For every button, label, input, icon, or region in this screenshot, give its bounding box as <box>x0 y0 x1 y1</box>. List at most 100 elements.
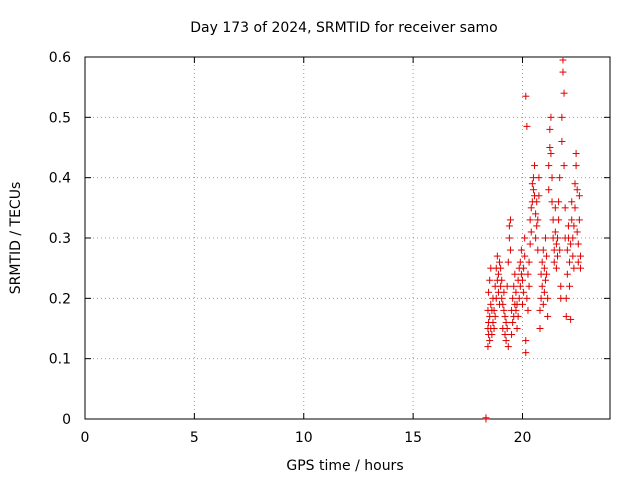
data-point <box>498 276 506 284</box>
data-point <box>559 56 567 64</box>
y-tick-label: 0.6 <box>49 50 71 66</box>
data-point <box>502 337 510 345</box>
data-point <box>541 234 549 242</box>
data-point <box>552 264 560 272</box>
data-point <box>489 318 497 326</box>
data-point <box>571 180 579 188</box>
data-point <box>536 306 544 314</box>
data-point <box>555 198 563 206</box>
y-tick-label: 0.3 <box>49 231 71 247</box>
data-point <box>522 92 530 100</box>
data-point <box>563 270 571 278</box>
data-point <box>547 113 555 121</box>
data-point <box>523 122 531 130</box>
data-point <box>499 300 507 308</box>
data-point <box>491 312 499 320</box>
data-point <box>506 216 514 224</box>
data-point <box>496 258 504 266</box>
data-point <box>512 288 520 296</box>
data-point <box>554 234 561 242</box>
x-tick-labels: 0 5 10 15 20 <box>81 430 532 446</box>
data-point <box>504 258 512 266</box>
data-point <box>526 216 534 224</box>
data-point <box>502 318 510 326</box>
data-point <box>575 192 583 200</box>
data-point <box>521 234 529 242</box>
data-point <box>558 137 566 145</box>
data-point <box>535 174 543 182</box>
y-axis-label: SRMTID / TECUs <box>8 182 24 295</box>
data-point <box>516 282 524 290</box>
data-point <box>531 162 539 170</box>
data-point <box>533 222 541 230</box>
data-point <box>486 337 494 345</box>
data-points <box>482 56 584 423</box>
data-point <box>532 234 540 242</box>
data-point <box>498 294 506 302</box>
data-point <box>519 300 526 308</box>
data-point <box>508 331 516 339</box>
data-point <box>497 282 505 290</box>
x-tick-label: 5 <box>190 430 199 446</box>
data-point <box>519 276 526 284</box>
data-point <box>528 180 536 188</box>
data-point <box>538 282 546 290</box>
data-point <box>576 264 584 272</box>
data-point <box>487 300 495 308</box>
data-point <box>559 68 567 76</box>
data-point <box>514 312 522 320</box>
data-point <box>573 186 581 194</box>
data-point <box>497 264 505 272</box>
data-point <box>546 144 554 151</box>
y-tick-label: 0 <box>62 412 71 428</box>
data-point <box>548 198 556 206</box>
data-point <box>544 294 552 302</box>
data-point <box>562 294 570 302</box>
data-point <box>571 204 579 212</box>
data-point <box>537 294 545 302</box>
data-point <box>560 89 568 97</box>
data-point <box>485 288 493 296</box>
y-tick-label: 0.4 <box>49 171 71 187</box>
data-point <box>503 325 511 332</box>
data-point <box>566 258 574 266</box>
data-point <box>509 294 517 302</box>
data-point <box>517 246 525 254</box>
data-point <box>570 222 578 230</box>
data-point <box>500 288 508 296</box>
x-tick-label: 20 <box>514 430 532 446</box>
data-point <box>567 315 575 323</box>
data-point <box>516 258 524 266</box>
data-point <box>536 325 544 332</box>
data-point <box>493 252 501 260</box>
data-point <box>501 312 509 320</box>
data-point <box>513 325 521 332</box>
data-point <box>566 282 574 290</box>
data-point <box>563 246 571 254</box>
data-point <box>494 270 502 278</box>
data-point <box>572 150 580 158</box>
axis-ticks <box>84 56 610 420</box>
grid-lines <box>85 57 610 419</box>
data-point <box>576 252 584 260</box>
chart-title: Day 173 of 2024, SRMTID for receiver sam… <box>190 20 498 36</box>
data-point <box>523 294 531 302</box>
data-point <box>541 276 549 284</box>
data-point <box>538 258 546 266</box>
data-point <box>546 125 554 133</box>
data-point <box>568 216 576 224</box>
data-point <box>556 174 564 182</box>
y-tick-label: 0.1 <box>49 352 71 368</box>
data-point <box>557 282 565 290</box>
data-point <box>490 325 498 332</box>
data-point <box>505 234 513 242</box>
data-point <box>515 294 523 302</box>
y-tick-label: 0.2 <box>49 291 71 307</box>
data-point <box>554 252 561 260</box>
x-axis-label: GPS time / hours <box>286 458 403 474</box>
x-tick-label: 10 <box>295 430 313 446</box>
data-point <box>512 306 520 314</box>
data-point <box>539 300 547 308</box>
data-point <box>490 306 498 314</box>
